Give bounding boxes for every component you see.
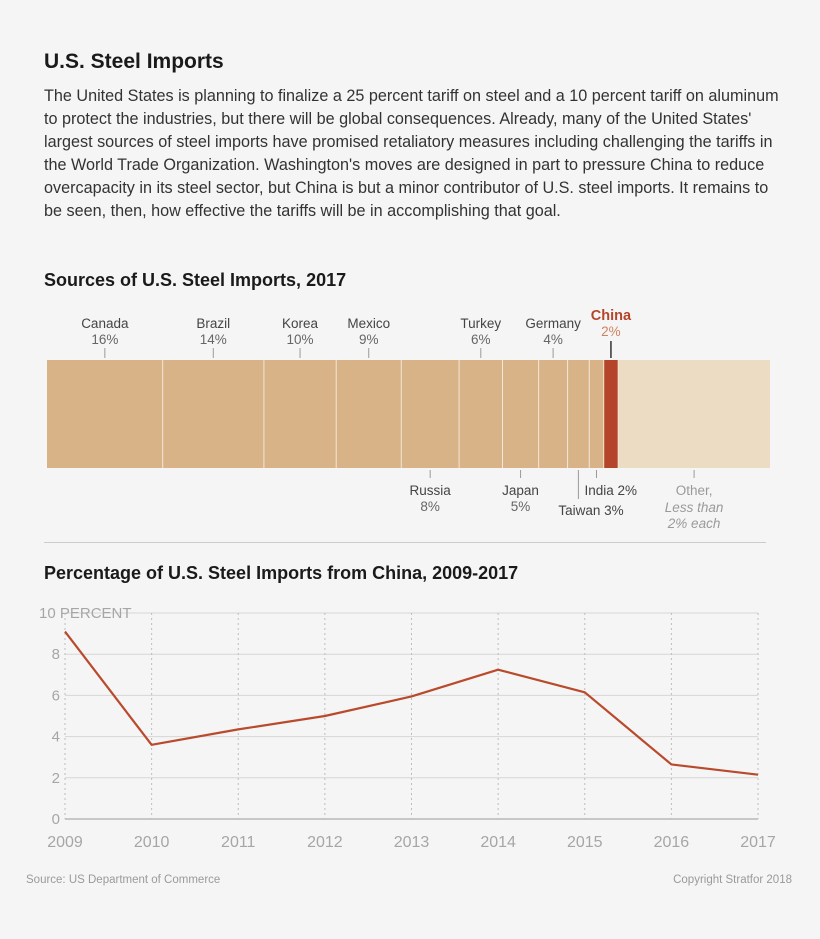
bar-label-germany: Germany <box>525 316 581 331</box>
y-tick-label: 4 <box>52 729 60 746</box>
y-tick-label: 6 <box>52 687 60 704</box>
bar-value-germany: 4% <box>543 332 563 347</box>
copyright-note: Copyright Stratfor 2018 <box>673 874 792 886</box>
china-share-line-chart: 0 2 4 6 8 10 PERCENT 2009 2010 2011 2012 2013 2014 2… <box>39 605 776 851</box>
x-tick-label: 2015 <box>567 834 603 851</box>
source-note: Source: US Department of Commerce <box>26 874 221 886</box>
bar-label-india: India 2% <box>584 483 637 498</box>
bar-label-taiwan: Taiwan 3% <box>558 503 623 518</box>
bar-segment-canada <box>47 360 163 468</box>
bar-value-mexico: 9% <box>359 332 379 347</box>
bar-segment-germany <box>538 360 568 468</box>
bar-label-mexico: Mexico <box>347 316 390 331</box>
bar-segment-mexico <box>336 360 402 468</box>
y-tick-label: 2 <box>52 770 60 787</box>
x-tick-label: 2011 <box>221 834 256 851</box>
bar-segment-other <box>618 360 770 468</box>
x-tick-label: 2013 <box>394 834 430 851</box>
bar-segment-turkey <box>459 360 503 468</box>
bar-label-turkey: Turkey <box>460 316 501 331</box>
bar-value-russia: 8% <box>420 499 440 514</box>
section-divider <box>44 542 766 543</box>
bar-label-russia: Russia <box>410 483 452 498</box>
sources-chart-title: Sources of U.S. Steel Imports, 2017 <box>44 270 347 290</box>
bar-segment-japan <box>502 360 539 468</box>
bar-segment-china <box>603 360 619 468</box>
trend-chart-title: Percentage of U.S. Steel Imports from Ch… <box>44 563 519 583</box>
bar-value-turkey: 6% <box>471 332 491 347</box>
x-tick-label: 2010 <box>134 834 170 851</box>
bar-label-china: China <box>591 308 632 324</box>
bar-value-china: 2% <box>601 324 621 339</box>
bar-segment-korea <box>263 360 337 468</box>
intro-paragraph: The United States is planning to finaliz… <box>44 87 779 220</box>
bar-segment-brazil <box>162 360 264 468</box>
bar-label-other: Other, <box>676 483 713 498</box>
x-tick-label: 2017 <box>740 834 776 851</box>
bar-value-other: Less than 2% each <box>665 500 724 531</box>
bar-value-canada: 16% <box>91 332 118 347</box>
bar-label-korea: Korea <box>282 316 319 331</box>
y-tick-label: 8 <box>52 646 60 663</box>
page-title: U.S. Steel Imports <box>44 50 224 73</box>
bar-value-korea: 10% <box>287 332 314 347</box>
bar-value-brazil: 14% <box>200 332 227 347</box>
bar-value-japan: 5% <box>511 499 531 514</box>
x-tick-label: 2009 <box>47 834 83 851</box>
bar-segment-india <box>589 360 604 468</box>
bar-segment-russia <box>401 360 460 468</box>
bar-segment-taiwan <box>567 360 590 468</box>
y-tick-label: 10 PERCENT <box>39 605 132 622</box>
x-tick-label: 2014 <box>480 834 516 851</box>
bar-label-brazil: Brazil <box>196 316 230 331</box>
x-tick-label: 2016 <box>654 834 690 851</box>
bar-label-japan: Japan <box>502 483 539 498</box>
bar-label-canada: Canada <box>81 316 129 331</box>
y-tick-label: 0 <box>52 811 60 828</box>
x-tick-label: 2012 <box>307 834 343 851</box>
